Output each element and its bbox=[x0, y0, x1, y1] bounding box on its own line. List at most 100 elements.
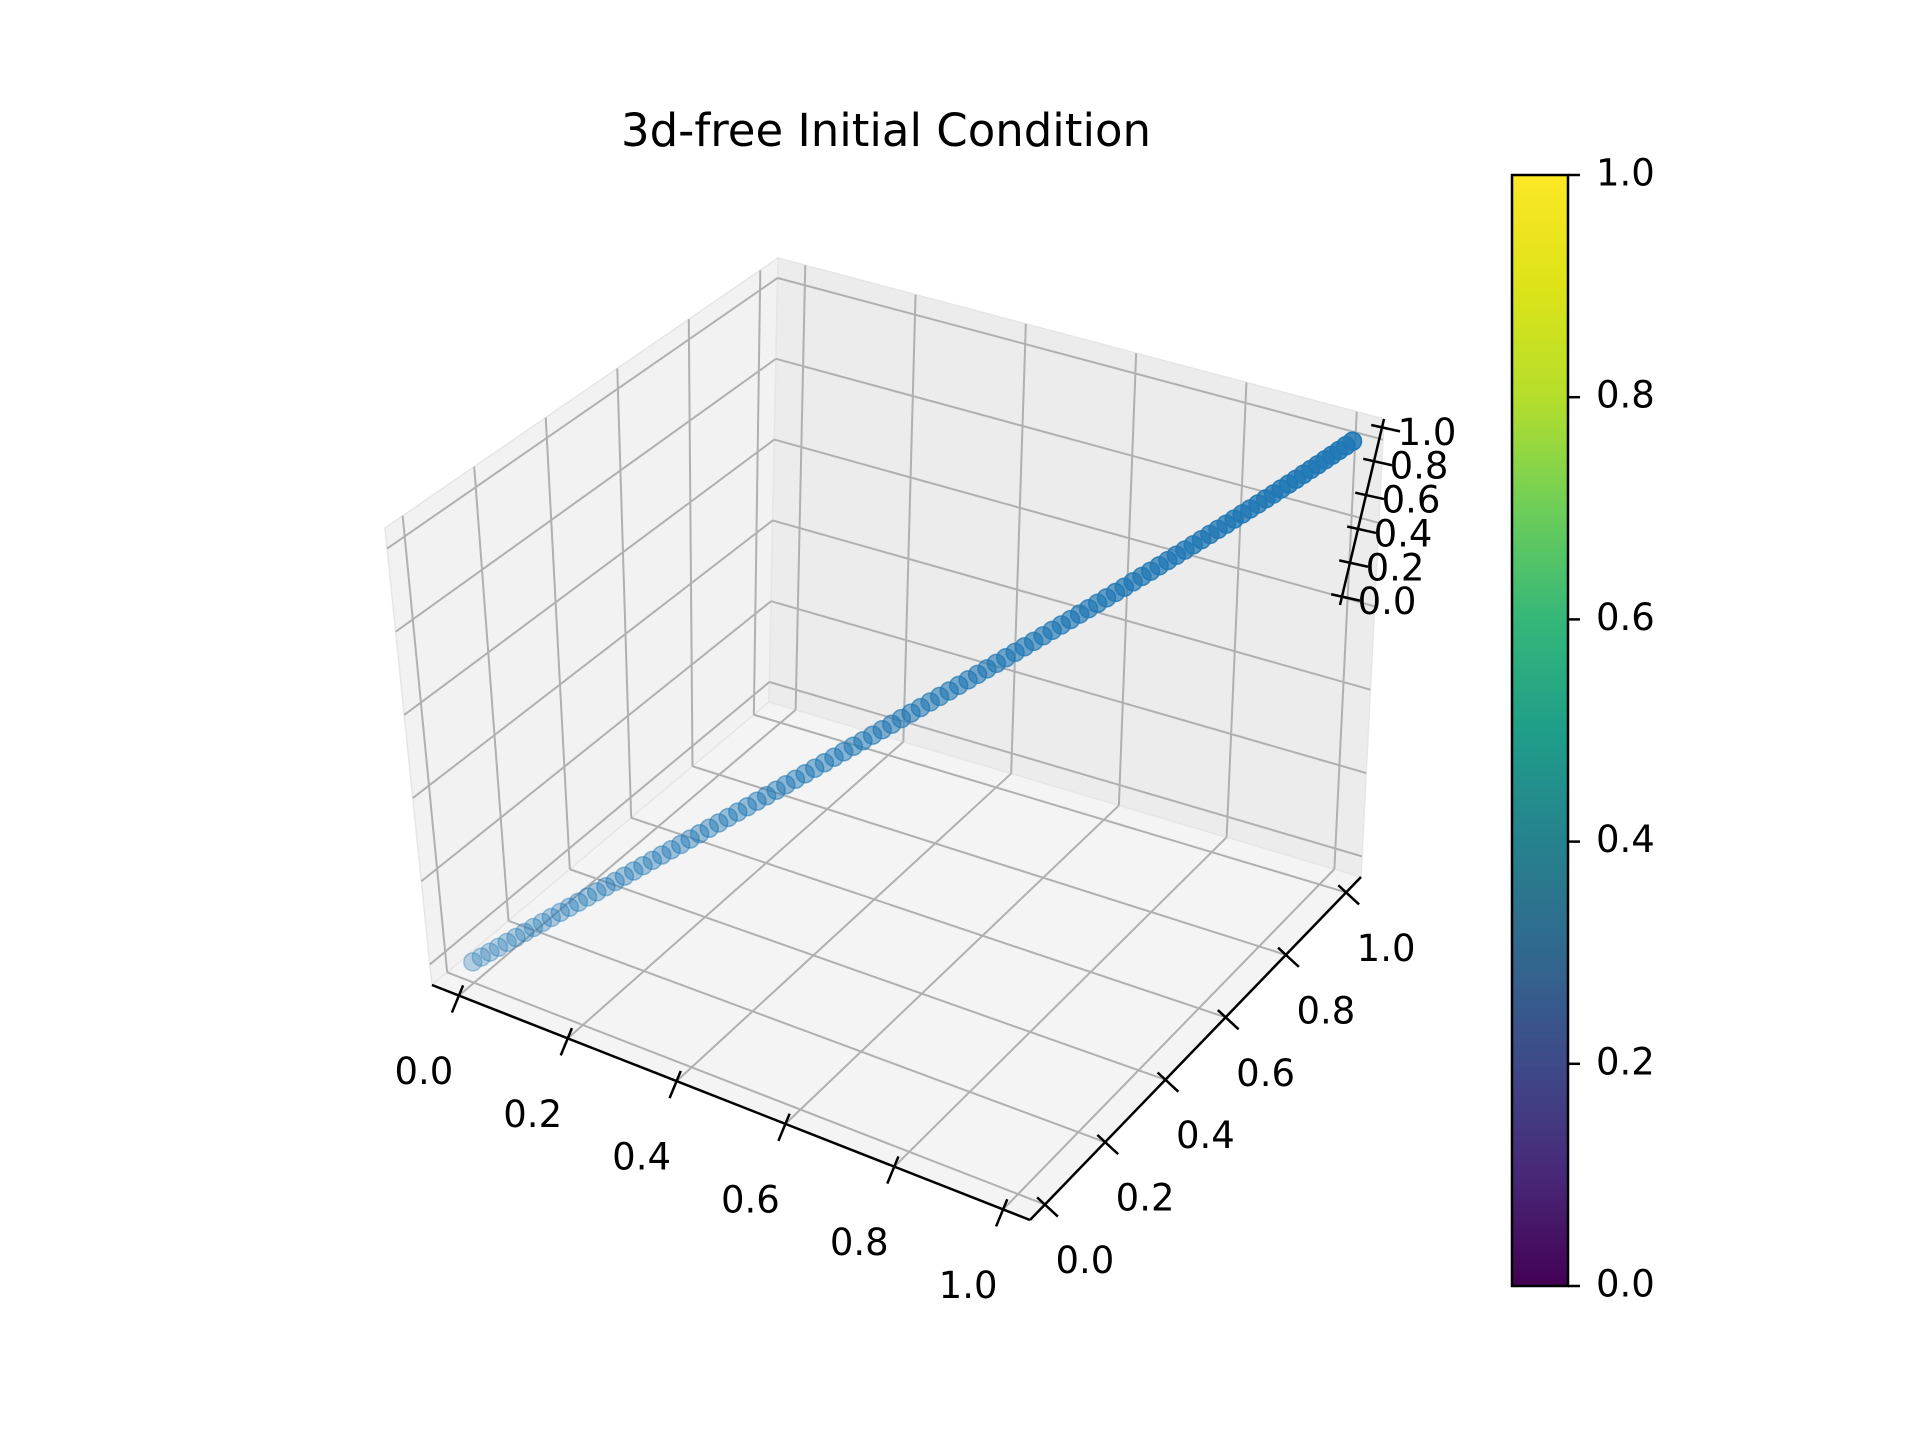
scatter-point bbox=[605, 871, 625, 892]
gridline-y-floor bbox=[446, 971, 1046, 1206]
y-axis-line bbox=[1029, 876, 1362, 1221]
y-tick-label: 0.4 bbox=[1176, 1114, 1235, 1157]
z-tick-label: 0.4 bbox=[1374, 512, 1433, 555]
y-tick-mark bbox=[1277, 946, 1300, 968]
scatter-point bbox=[747, 791, 767, 811]
x-tick-label: 1.0 bbox=[939, 1264, 998, 1307]
gridline-z-left bbox=[403, 438, 775, 716]
z-axis: 0.00.20.40.60.81.0 bbox=[1330, 411, 1457, 623]
scatter-point bbox=[614, 866, 635, 886]
gridline-x-back bbox=[1010, 323, 1027, 774]
x-tick-mark bbox=[994, 1198, 1009, 1227]
colorbar-gradient bbox=[1510, 173, 1570, 1288]
scatter-point bbox=[699, 818, 719, 839]
gridline-x-floor bbox=[893, 836, 1228, 1168]
gridline-z-back bbox=[774, 438, 1375, 608]
gridline-y-floor bbox=[692, 765, 1287, 956]
x-tick-mark bbox=[777, 1113, 791, 1142]
gridline-z-left bbox=[429, 681, 771, 966]
scatter-point bbox=[463, 952, 483, 972]
y-tick-label: 0.2 bbox=[1116, 1177, 1175, 1220]
x-axis-line bbox=[431, 983, 1031, 1222]
gridline-x-floor bbox=[675, 772, 1012, 1082]
scatter-point bbox=[642, 850, 663, 871]
x-tick-label: 0.8 bbox=[830, 1221, 889, 1264]
gridline-y-left bbox=[473, 466, 510, 921]
z-tick-mark bbox=[1330, 593, 1361, 602]
gridline-x-floor bbox=[784, 804, 1120, 1125]
scatter-point bbox=[506, 927, 526, 948]
scatter-point bbox=[737, 796, 758, 817]
z-tick-label: 1.0 bbox=[1398, 411, 1457, 454]
y-tick-mark bbox=[1156, 1071, 1180, 1093]
scatter-points bbox=[463, 431, 1363, 972]
x-tick-label: 0.2 bbox=[503, 1093, 562, 1136]
scatter-point bbox=[623, 861, 644, 881]
gridline-z-left bbox=[420, 600, 772, 883]
y-tick-label: 1.0 bbox=[1357, 927, 1416, 970]
scatter-point bbox=[728, 802, 748, 822]
gridline-x-back bbox=[1225, 382, 1248, 838]
gridline-x-back bbox=[902, 294, 917, 742]
grid-lines bbox=[386, 265, 1384, 1211]
y-tick-label: 0.6 bbox=[1236, 1052, 1295, 1095]
gridline-y-left bbox=[752, 270, 762, 715]
z-tick-label: 0.6 bbox=[1382, 479, 1441, 522]
y-tick-mark bbox=[1216, 1009, 1240, 1031]
gridline-y-left bbox=[616, 368, 633, 818]
x-axis: 0.0 0.2 0.4 0.6 0.8 1.0 bbox=[394, 983, 1031, 1307]
gridline-z-left bbox=[386, 277, 779, 550]
x-tick-mark bbox=[559, 1027, 574, 1056]
z-tick-label: 0.0 bbox=[1358, 580, 1417, 623]
y-tick-label: 0.8 bbox=[1296, 989, 1355, 1032]
y-tick-mark bbox=[1096, 1134, 1119, 1156]
gridline-z-back bbox=[777, 277, 1384, 441]
colorbar-ticks: 0.0 0.2 0.4 0.6 0.8 1.0 bbox=[1568, 152, 1655, 1306]
y-tick-mark bbox=[1036, 1196, 1059, 1218]
z-tick-mark bbox=[1354, 491, 1385, 501]
gridline-z-left bbox=[395, 357, 777, 633]
scatter-point bbox=[480, 942, 500, 962]
y-tick-label: 0.0 bbox=[1055, 1239, 1114, 1282]
z-tick-mark bbox=[1362, 457, 1393, 467]
gridline-z-left bbox=[412, 519, 774, 799]
z-tick-mark bbox=[1370, 423, 1401, 433]
chart-title: 3d-free Initial Condition bbox=[621, 104, 1151, 157]
x-tick-label: 0.4 bbox=[612, 1136, 671, 1179]
y-tick-mark bbox=[1337, 884, 1360, 906]
x-tick-mark bbox=[668, 1070, 682, 1099]
scatter-point bbox=[756, 786, 777, 806]
scatter-point bbox=[718, 807, 738, 828]
scatter-point bbox=[559, 897, 580, 918]
scatter-point bbox=[532, 912, 553, 933]
colorbar-tick-label: 1.0 bbox=[1596, 152, 1655, 195]
colorbar-tick-label: 0.8 bbox=[1596, 374, 1655, 417]
colorbar: 0.0 0.2 0.4 0.6 0.8 1.0 bbox=[1510, 152, 1655, 1306]
scatter-point bbox=[523, 917, 544, 938]
z-tick-mark bbox=[1346, 525, 1377, 535]
z-axis-line bbox=[1338, 418, 1386, 606]
gridline-y-floor bbox=[569, 868, 1166, 1081]
gridline-x-back bbox=[794, 265, 807, 710]
colorbar-tick-label: 0.2 bbox=[1596, 1040, 1655, 1083]
gridline-z-back bbox=[769, 681, 1363, 858]
scatter-point bbox=[471, 947, 492, 967]
scatter-point bbox=[541, 907, 562, 928]
y-axis: 0.00.20.40.60.81.0 bbox=[1029, 876, 1416, 1282]
scatter-point bbox=[1342, 431, 1363, 451]
gridline-y-left bbox=[544, 417, 571, 870]
scatter-point bbox=[586, 882, 607, 902]
x-tick-label: 0.0 bbox=[394, 1050, 453, 1093]
scatter-point bbox=[652, 845, 672, 865]
x-tick-mark bbox=[450, 984, 465, 1014]
scatter-point bbox=[670, 834, 691, 855]
gridline-z-back bbox=[772, 519, 1371, 691]
scatter-point bbox=[661, 840, 681, 860]
scatter-point bbox=[497, 932, 517, 953]
gridline-y-left bbox=[401, 515, 449, 973]
gridline-x-floor bbox=[458, 709, 797, 997]
colorbar-tick-label: 0.0 bbox=[1596, 1263, 1655, 1306]
axes-3d: 0.00.20.40.60.81.0 0.00.20.40.60.81.0 0.… bbox=[384, 256, 1457, 1307]
scatter-point bbox=[689, 823, 710, 844]
